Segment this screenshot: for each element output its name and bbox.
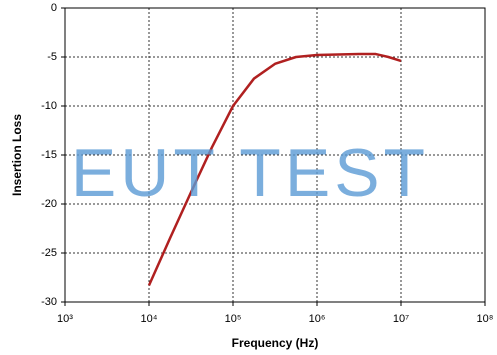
y-tick-label: -25 — [41, 247, 57, 259]
x-tick-label: 10⁵ — [225, 313, 242, 325]
y-tick-label: -5 — [47, 51, 57, 63]
x-tick-label: 10⁸ — [477, 313, 494, 325]
x-tick-label: 10⁷ — [393, 313, 409, 325]
x-axis-label: Frequency (Hz) — [232, 336, 319, 350]
y-tick-label: -30 — [41, 296, 57, 308]
y-tick-label: -15 — [41, 149, 57, 161]
x-tick-label: 10³ — [57, 313, 73, 325]
plot-frame — [64, 7, 486, 303]
y-axis-label: Insertion Loss — [10, 114, 24, 196]
watermark: EUT TEST — [71, 135, 429, 211]
x-tick-label: 10⁴ — [141, 313, 158, 325]
data-line — [147, 52, 402, 286]
y-tick-label: 0 — [51, 2, 57, 14]
y-tick-label: -10 — [41, 100, 57, 112]
x-tick-label: 10⁶ — [309, 313, 326, 325]
y-tick-label: -20 — [41, 198, 57, 210]
